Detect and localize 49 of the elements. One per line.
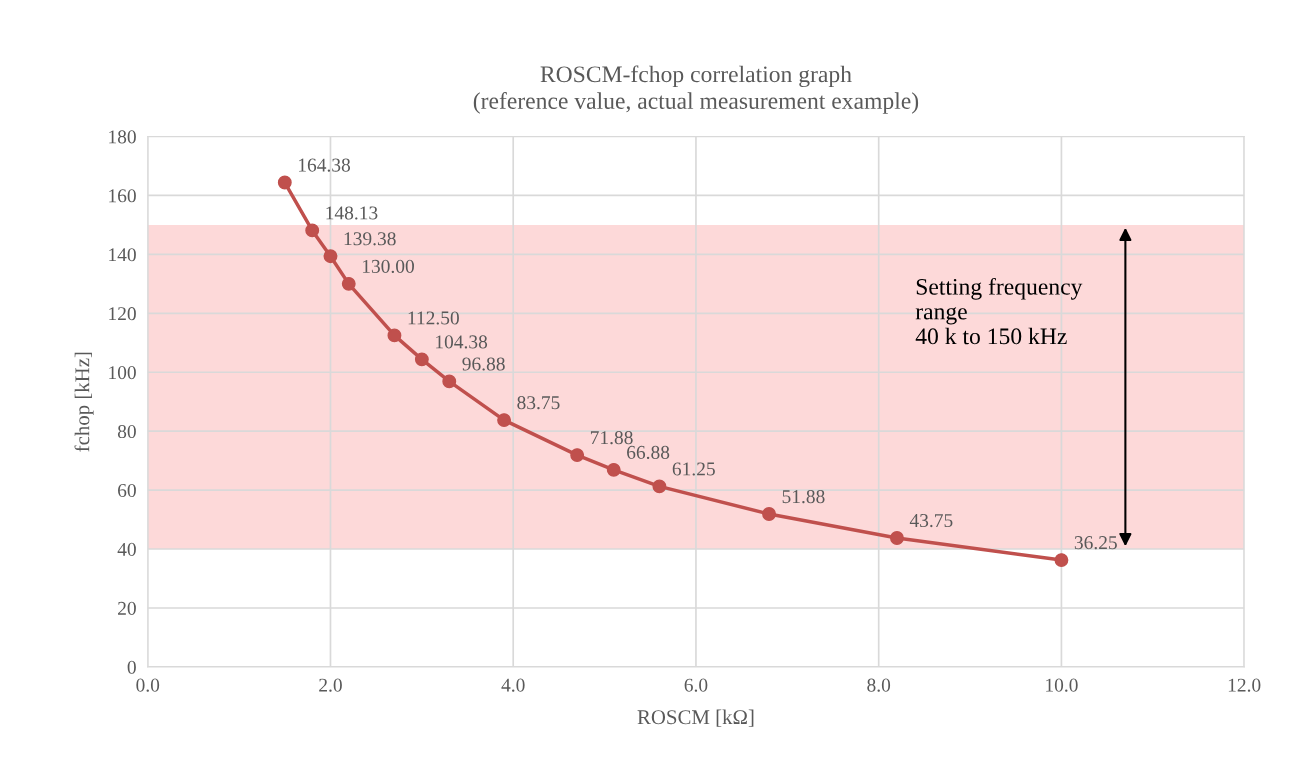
point bbox=[762, 507, 776, 521]
point bbox=[442, 374, 457, 389]
x-tick-label: 2.0 bbox=[319, 678, 342, 692]
y-tick-label: 40 bbox=[117, 542, 136, 556]
x-tick-label: 12.0 bbox=[1228, 678, 1261, 692]
text: 148.13 bbox=[326, 206, 378, 220]
point bbox=[652, 479, 667, 494]
y-tick-label: 60 bbox=[118, 483, 136, 498]
x-tick-label: 8.0 bbox=[867, 678, 891, 692]
x-tick-label: 4.0 bbox=[501, 678, 525, 692]
point bbox=[341, 276, 356, 291]
x-axis-title: ROSCM [kΩ] bbox=[637, 709, 754, 727]
x-tick-label: 0.0 bbox=[136, 678, 160, 692]
chart-title: ROSCM-fchop correlation graph (reference value, actual measurement example) bbox=[473, 65, 919, 114]
point bbox=[414, 352, 429, 367]
text: 83.75 bbox=[517, 396, 560, 410]
point bbox=[387, 328, 402, 343]
text: 43.75 bbox=[909, 514, 953, 528]
point bbox=[323, 249, 338, 264]
point bbox=[277, 175, 292, 190]
point bbox=[890, 531, 904, 545]
text: 104.38 bbox=[436, 335, 488, 349]
band-label: Setting frequency range 40 k to 150 kHz bbox=[915, 277, 1083, 345]
text: 112.50 bbox=[408, 311, 459, 325]
text: 139.38 bbox=[344, 232, 396, 246]
text: 96.88 bbox=[462, 357, 505, 371]
x-tick-label: 6.0 bbox=[684, 678, 708, 692]
y-tick-label: 180 bbox=[109, 130, 136, 144]
x-tick-label: 10.0 bbox=[1046, 678, 1078, 692]
point bbox=[305, 223, 320, 238]
text: 51.88 bbox=[782, 490, 825, 504]
point bbox=[497, 413, 512, 428]
y-tick-label: 20 bbox=[118, 601, 136, 615]
point bbox=[606, 462, 621, 477]
y-axis-title: fchop [kHz] bbox=[74, 352, 94, 452]
y-tick-label: 0 bbox=[127, 660, 136, 674]
y-tick-label: 80 bbox=[117, 424, 136, 439]
text: 71.88 bbox=[590, 431, 633, 445]
y-tick-label: 100 bbox=[109, 366, 136, 380]
text: 130.00 bbox=[362, 259, 414, 274]
y-tick-label: 120 bbox=[109, 307, 136, 321]
text: 61.25 bbox=[672, 462, 715, 476]
y-tick-label: 140 bbox=[109, 248, 136, 262]
point bbox=[1054, 553, 1069, 568]
y-tick-label: 160 bbox=[109, 189, 136, 203]
text: 36.25 bbox=[1074, 536, 1117, 550]
point bbox=[570, 448, 585, 463]
text: 66.88 bbox=[627, 445, 670, 460]
text: 164.38 bbox=[299, 158, 351, 172]
